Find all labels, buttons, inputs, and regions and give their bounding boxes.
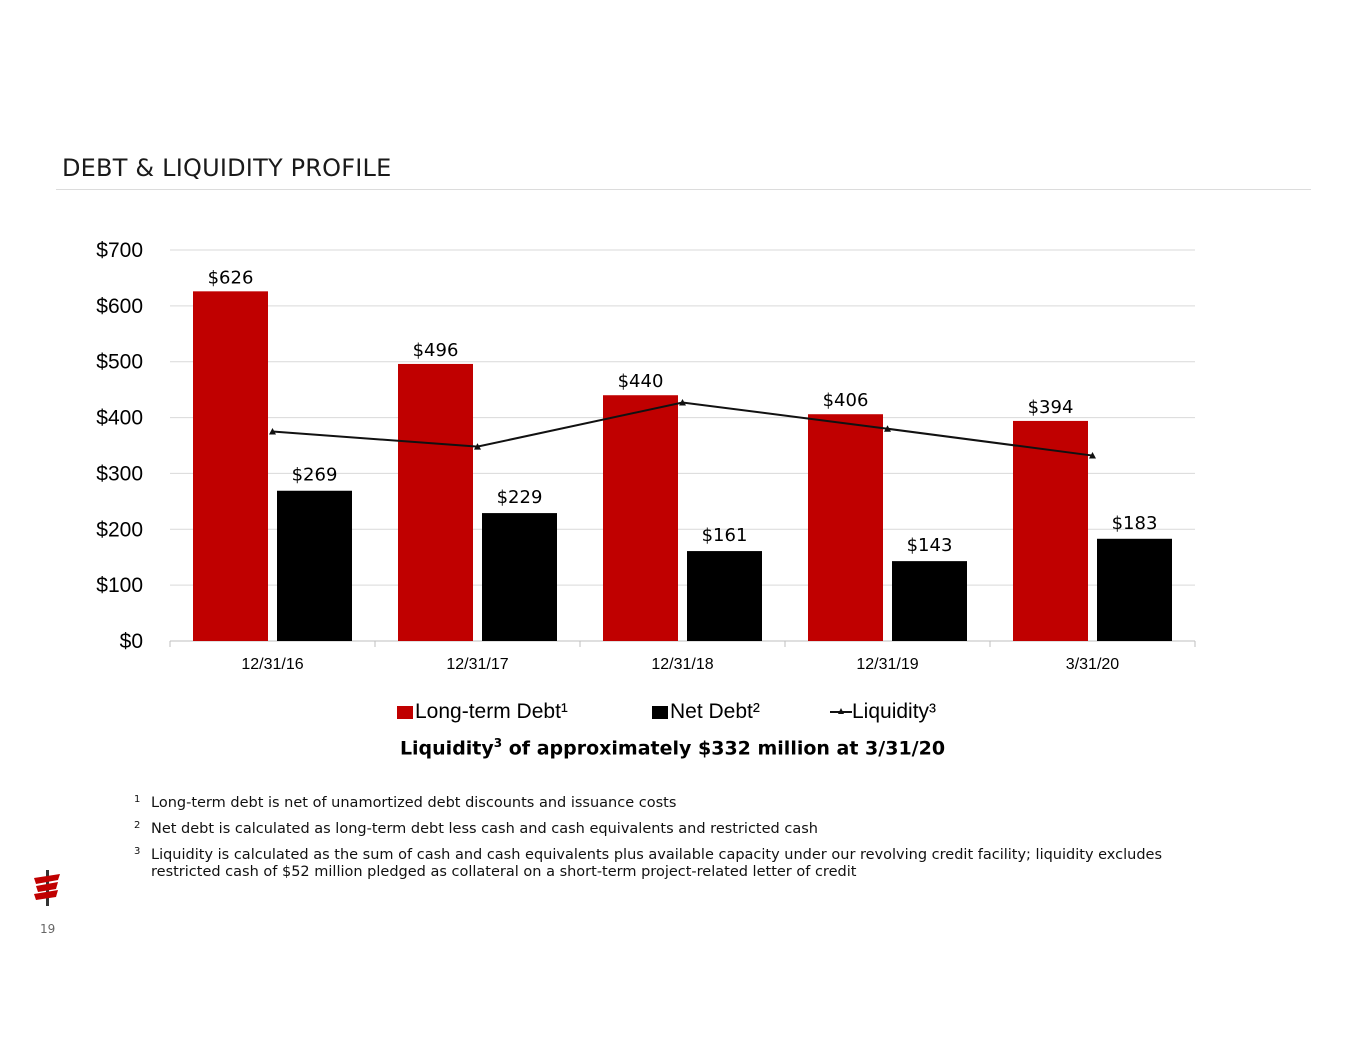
footnote-text: Long-term debt is net of unamortized deb… <box>151 795 677 811</box>
legend-label-long-term-debt: Long-term Debt¹ <box>415 700 568 723</box>
page-title: DEBT & LIQUIDITY PROFILE <box>62 154 392 182</box>
data-label-net-debt: $229 <box>497 487 543 508</box>
legend-label-liquidity: Liquidity³ <box>852 700 937 723</box>
data-label-long-term-debt: $440 <box>618 371 664 392</box>
x-tick-label: 12/31/16 <box>241 656 303 673</box>
footnotes: 1 Long-term debt is net of unamortized d… <box>134 794 1224 890</box>
footnote: 2 Net debt is calculated as long-term de… <box>134 820 1224 838</box>
liquidity-marker <box>474 443 481 450</box>
x-tick-label: 12/31/18 <box>651 656 713 673</box>
bar-net-debt <box>482 513 557 641</box>
title-divider <box>56 189 1311 190</box>
bar-long-term-debt <box>193 291 268 641</box>
data-label-long-term-debt: $496 <box>413 340 459 361</box>
y-tick-label: $600 <box>96 295 143 318</box>
bar-long-term-debt <box>398 363 473 641</box>
y-tick-label: $400 <box>96 407 143 430</box>
company-logo-icon <box>34 870 60 906</box>
footnote: 3 Liquidity is calculated as the sum of … <box>134 846 1224 881</box>
bar-net-debt <box>687 551 762 641</box>
y-tick-label: $200 <box>96 518 143 541</box>
data-label-net-debt: $183 <box>1112 513 1158 534</box>
x-tick-label: 12/31/17 <box>446 656 508 673</box>
footnote-number: 2 <box>134 820 141 831</box>
bar-long-term-debt <box>1013 420 1088 641</box>
legend-swatch-black <box>652 705 668 719</box>
footnote-text: Net debt is calculated as long-term debt… <box>151 821 818 837</box>
data-label-long-term-debt: $626 <box>208 267 254 288</box>
liquidity-caption: Liquidity3 of approximately $332 million… <box>0 736 1345 759</box>
x-tick-label: 12/31/19 <box>856 656 918 673</box>
legend-swatch-line <box>830 705 852 719</box>
caption-pre: Liquidity <box>399 737 494 760</box>
data-label-long-term-debt: $406 <box>823 390 869 411</box>
bar-long-term-debt <box>808 414 883 641</box>
legend-item-liquidity: Liquidity³ <box>830 700 936 724</box>
bar-net-debt <box>892 561 967 641</box>
data-label-net-debt: $269 <box>292 465 338 486</box>
x-tick-label: 3/31/20 <box>1066 656 1119 673</box>
y-tick-label: $100 <box>96 574 143 597</box>
legend-item-long-term-debt: Long-term Debt¹ <box>397 700 568 724</box>
liquidity-marker <box>1089 452 1096 459</box>
bar-net-debt <box>1097 538 1172 641</box>
bar-long-term-debt <box>603 395 678 641</box>
caption-post: of approximately $332 million at 3/31/20 <box>502 737 946 760</box>
legend-swatch-red <box>397 705 413 719</box>
chart-legend: Long-term Debt¹ Net Debt² Liquidity³ <box>0 700 1365 726</box>
caption-sup: 3 <box>493 736 503 750</box>
liquidity-line <box>272 401 1093 457</box>
page-number: 19 <box>40 922 56 936</box>
data-label-net-debt: $143 <box>907 535 953 556</box>
y-tick-label: $500 <box>96 351 143 374</box>
debt-liquidity-chart: $0 $100 $200 $300 $400 $500 $600 $700 $626 $269 12… <box>96 239 1196 673</box>
bar-net-debt <box>277 490 352 641</box>
legend-item-net-debt: Net Debt² <box>652 700 760 724</box>
footnote-number: 3 <box>134 846 141 857</box>
liquidity-marker <box>269 428 276 435</box>
footnote-number: 1 <box>134 794 141 805</box>
footnote: 1 Long-term debt is net of unamortized d… <box>134 794 1224 812</box>
liquidity-marker <box>679 398 686 406</box>
liquidity-marker <box>884 425 891 432</box>
data-label-long-term-debt: $394 <box>1028 397 1074 418</box>
y-tick-label: $700 <box>96 239 143 262</box>
legend-label-net-debt: Net Debt² <box>670 700 760 723</box>
data-label-net-debt: $161 <box>702 525 748 546</box>
y-tick-label: $300 <box>96 462 143 485</box>
y-tick-label: $0 <box>120 630 143 653</box>
footnote-text: Liquidity is calculated as the sum of ca… <box>151 847 1162 880</box>
